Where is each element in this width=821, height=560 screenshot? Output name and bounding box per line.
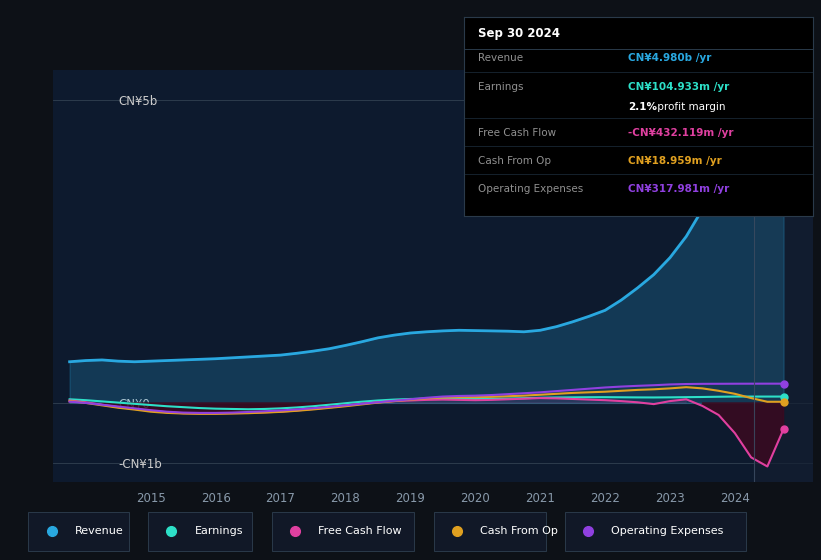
Text: Operating Expenses: Operating Expenses bbox=[611, 526, 723, 535]
Text: Sep 30 2024: Sep 30 2024 bbox=[478, 27, 560, 40]
FancyBboxPatch shape bbox=[565, 512, 746, 550]
FancyBboxPatch shape bbox=[29, 512, 129, 550]
Text: CN¥104.933m /yr: CN¥104.933m /yr bbox=[628, 82, 729, 92]
FancyBboxPatch shape bbox=[433, 512, 546, 550]
Text: Free Cash Flow: Free Cash Flow bbox=[478, 128, 556, 138]
Text: Cash From Op: Cash From Op bbox=[478, 156, 551, 166]
Text: CN¥18.959m /yr: CN¥18.959m /yr bbox=[628, 156, 722, 166]
Text: Revenue: Revenue bbox=[75, 526, 123, 535]
Text: CN¥4.980b /yr: CN¥4.980b /yr bbox=[628, 53, 711, 63]
Text: Earnings: Earnings bbox=[478, 82, 523, 92]
Text: Revenue: Revenue bbox=[478, 53, 523, 63]
FancyBboxPatch shape bbox=[272, 512, 415, 550]
Text: Operating Expenses: Operating Expenses bbox=[478, 184, 583, 194]
Text: 2.1%: 2.1% bbox=[628, 102, 657, 112]
Text: profit margin: profit margin bbox=[654, 102, 726, 112]
Text: Earnings: Earnings bbox=[195, 526, 243, 535]
Text: -CN¥432.119m /yr: -CN¥432.119m /yr bbox=[628, 128, 733, 138]
Bar bbox=[754, 70, 813, 482]
Text: Cash From Op: Cash From Op bbox=[480, 526, 557, 535]
Text: Free Cash Flow: Free Cash Flow bbox=[318, 526, 401, 535]
FancyBboxPatch shape bbox=[148, 512, 252, 550]
Text: CN¥317.981m /yr: CN¥317.981m /yr bbox=[628, 184, 729, 194]
